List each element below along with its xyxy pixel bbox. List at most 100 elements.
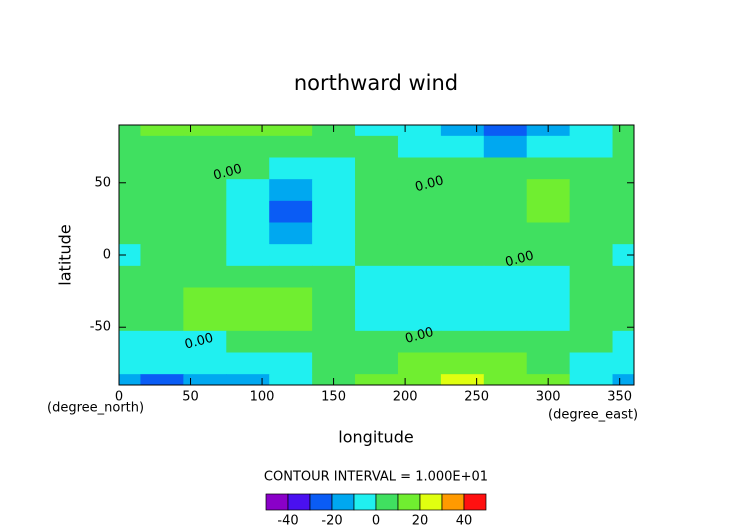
colorbar-swatch bbox=[375, 493, 399, 511]
x-axis-label: longitude bbox=[338, 428, 413, 447]
contour-cell bbox=[355, 157, 399, 180]
contour-cell bbox=[183, 374, 227, 386]
contour-cell bbox=[269, 374, 313, 386]
contour-cell bbox=[526, 200, 571, 223]
contour-cell bbox=[440, 352, 485, 375]
contour-cell bbox=[119, 179, 141, 202]
colorbar-tick-label: 0 bbox=[372, 514, 380, 529]
contour-cell bbox=[526, 330, 571, 353]
contour-cell bbox=[355, 179, 399, 202]
contour-cell bbox=[119, 287, 141, 310]
contour-cell bbox=[119, 135, 141, 158]
contour-cell bbox=[140, 125, 184, 137]
contour-cell bbox=[526, 309, 571, 332]
contour-cell bbox=[119, 157, 141, 180]
contour-cell bbox=[226, 135, 270, 158]
contour-cell bbox=[355, 200, 399, 223]
y-tick-label: 0 bbox=[103, 248, 111, 263]
contour-cell bbox=[140, 244, 184, 267]
x-unit: (degree_east) bbox=[548, 408, 638, 423]
contour-cell bbox=[312, 330, 356, 353]
contour-cell bbox=[312, 309, 356, 332]
x-tick-label: 300 bbox=[536, 390, 561, 405]
contour-interval: CONTOUR INTERVAL = 1.000E+01 bbox=[264, 470, 488, 485]
contour-cell bbox=[397, 352, 442, 375]
contour-cell bbox=[397, 244, 442, 267]
contour-cell bbox=[355, 330, 399, 353]
contour-cell bbox=[269, 352, 313, 375]
contour-cell bbox=[119, 200, 141, 223]
contour-cell bbox=[526, 179, 571, 202]
contour-cell bbox=[397, 265, 442, 288]
contour-cell bbox=[397, 200, 442, 223]
contour-cell bbox=[440, 125, 485, 137]
contour-cell bbox=[355, 374, 399, 386]
contour-cell bbox=[119, 352, 141, 375]
colorbar-swatch bbox=[441, 493, 465, 511]
contour-cell bbox=[312, 135, 356, 158]
x-tick-label: 50 bbox=[182, 390, 199, 405]
contour-cell bbox=[269, 135, 313, 158]
contour-cell bbox=[612, 244, 635, 267]
contour-cell bbox=[355, 244, 399, 267]
contour-cell bbox=[483, 179, 528, 202]
contour-cell bbox=[440, 309, 485, 332]
contour-cell bbox=[183, 157, 227, 180]
contour-cell bbox=[355, 287, 399, 310]
contour-cell bbox=[526, 135, 571, 158]
colorbar-tick-label: -40 bbox=[277, 514, 298, 529]
contour-cell bbox=[140, 200, 184, 223]
contour-cell bbox=[269, 265, 313, 288]
contour-cell bbox=[119, 222, 141, 245]
colorbar-swatch bbox=[309, 493, 333, 511]
contour-cell bbox=[440, 287, 485, 310]
contour-cell bbox=[569, 330, 614, 353]
contour-cell bbox=[119, 309, 141, 332]
contour-cell bbox=[355, 352, 399, 375]
contour-cell bbox=[440, 135, 485, 158]
contour-cell bbox=[226, 179, 270, 202]
contour-cell bbox=[312, 157, 356, 180]
contour-cell bbox=[526, 157, 571, 180]
y-tick-label: 50 bbox=[94, 175, 111, 190]
contour-cell bbox=[612, 200, 635, 223]
contour-cell bbox=[226, 330, 270, 353]
contour-cell bbox=[140, 179, 184, 202]
y-tick-label: -50 bbox=[90, 320, 111, 335]
contour-cell bbox=[140, 374, 184, 386]
contour-cell bbox=[312, 287, 356, 310]
contour-cell bbox=[612, 287, 635, 310]
contour-cell bbox=[483, 330, 528, 353]
contour-cell bbox=[119, 265, 141, 288]
colorbar-tick-label: 20 bbox=[412, 514, 429, 529]
contour-cell bbox=[140, 330, 184, 353]
contour-cell bbox=[612, 309, 635, 332]
colorbar-swatch bbox=[265, 493, 289, 511]
contour-cell bbox=[226, 352, 270, 375]
contour-label: 0.00 bbox=[414, 173, 446, 195]
contour-cell bbox=[569, 157, 614, 180]
y-axis-label: latitude bbox=[56, 224, 75, 285]
contour-cell bbox=[612, 157, 635, 180]
contour-cell bbox=[140, 265, 184, 288]
contour-cell bbox=[569, 309, 614, 332]
colorbar-swatch bbox=[419, 493, 443, 511]
contour-cell bbox=[483, 244, 528, 267]
contour-cell bbox=[269, 244, 313, 267]
contour-label: 0.00 bbox=[183, 331, 215, 353]
contour-cell bbox=[269, 200, 313, 223]
contour-cell bbox=[140, 222, 184, 245]
contour-cell bbox=[526, 244, 571, 267]
contour-cell bbox=[612, 330, 635, 353]
contour-cell bbox=[569, 125, 614, 137]
contour-cell bbox=[183, 200, 227, 223]
plot-area bbox=[119, 125, 635, 386]
contour-cell bbox=[569, 179, 614, 202]
contour-cell bbox=[612, 135, 635, 158]
contour-cell bbox=[140, 287, 184, 310]
y-unit: (degree_north) bbox=[47, 401, 144, 416]
contour-cell bbox=[526, 265, 571, 288]
x-tick-label: 350 bbox=[607, 390, 632, 405]
contour-cell bbox=[183, 135, 227, 158]
